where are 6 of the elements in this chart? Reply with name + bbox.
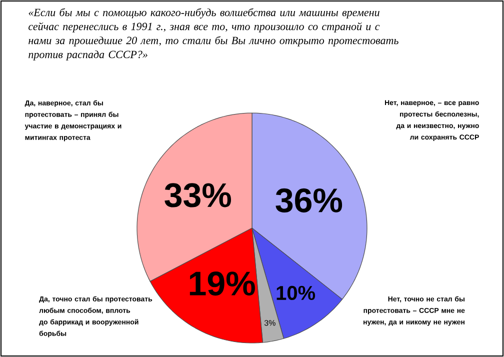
data-label: 10%	[276, 286, 316, 300]
chart-title: «Если бы мы с помощью какого-нибудь волшебства или машины времени сейчас перенеслись в 1991 г., зная все то, что произошло со страной и с нами за прошедшие 20 лет, то стали бы Вы лично открыто протестовать против распада СССР?»	[28, 8, 398, 60]
data-label: 33%	[164, 183, 232, 208]
data-label: 3%	[264, 320, 276, 326]
data-label: 36%	[276, 188, 342, 212]
data-label: 19%	[190, 272, 255, 296]
